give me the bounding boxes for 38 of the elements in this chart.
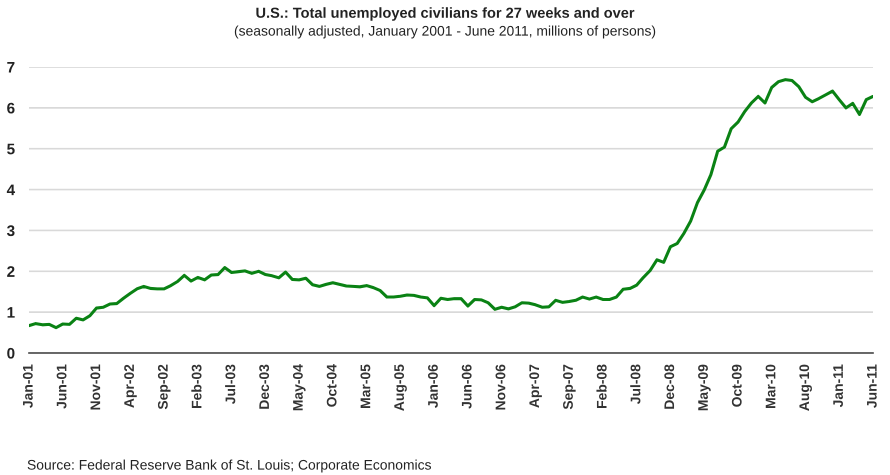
x-tick-label: Jan-11 [833, 364, 843, 408]
x-tick-label: Aug-10 [799, 364, 812, 411]
x-tick-label: Jun-06 [462, 364, 472, 409]
x-tick-label: Jun-11 [867, 364, 877, 408]
x-tick-label: Mar-05 [360, 364, 370, 408]
x-tick-label: Jan-01 [22, 364, 33, 408]
y-tick-label: 4 [6, 184, 16, 196]
y-tick-label: 6 [7, 102, 15, 114]
line-series [29, 78, 873, 330]
x-tick-label: Oct-09 [732, 364, 742, 407]
x-tick-label: Apr-07 [529, 364, 542, 408]
x-tick-label: Sep-07 [563, 364, 576, 410]
x-tick-label: Oct-04 [326, 364, 337, 407]
chart-subtitle: (seasonally adjusted, January 2001 - June 2011, millions of persons) [234, 26, 656, 38]
x-tick-label: Jul-03 [225, 364, 236, 404]
source-note: Source: Federal Reserve Bank of St. Louis; Corporate Economics [28, 460, 432, 472]
x-tick-label: May-09 [698, 364, 711, 410]
y-tick-label: 5 [7, 144, 15, 154]
y-tick-label: 1 [8, 307, 15, 318]
x-tick-label: Nov-06 [496, 364, 506, 410]
x-tick-label: Apr-02 [124, 364, 137, 408]
x-tick-label: Dec-03 [259, 364, 270, 409]
x-tick-label: May-04 [292, 364, 306, 410]
y-tick-label: 3 [6, 225, 15, 236]
x-tick-label: Dec-08 [664, 364, 674, 409]
y-tick-label: 2 [7, 266, 14, 277]
x-tick-label: Sep-02 [158, 364, 171, 410]
x-tick-label: Feb-08 [596, 364, 607, 408]
x-tick-label: Aug-05 [394, 364, 407, 411]
x-tick-label: Jan-06 [428, 364, 438, 408]
y-tick-label: 0 [7, 348, 14, 359]
chart-title: U.S.: Total unemployed civilians for 27 weeks and over [256, 7, 634, 21]
x-tick-label: Jul-08 [630, 364, 640, 404]
x-tick-label: Feb-03 [191, 364, 202, 408]
x-tick-label: Jun-01 [56, 364, 66, 409]
x-tick-label: Nov-01 [90, 364, 100, 410]
y-tick-label: 7 [7, 62, 14, 73]
x-tick-label: Mar-10 [766, 364, 776, 408]
